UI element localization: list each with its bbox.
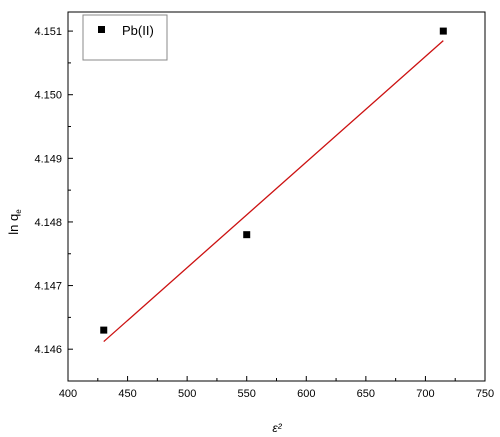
x-tick-label: 500	[178, 388, 196, 400]
x-tick-label: 650	[357, 388, 375, 400]
y-tick-label: 4.147	[34, 281, 62, 293]
y-axis-title: ln qe	[6, 209, 23, 235]
data-point	[243, 231, 251, 239]
plot-area-border	[67, 11, 486, 382]
y-axis-ticks: 4.146 4.147 4.148 4.149 4.150 4.151	[34, 26, 73, 356]
y-axis-title-sub: e	[14, 209, 23, 214]
legend-box	[82, 14, 168, 61]
x-tick-label: 400	[59, 388, 77, 400]
fit-line-group	[103, 40, 444, 343]
x-axis-title: ε²	[272, 421, 282, 435]
y-tick-label: 4.148	[34, 217, 62, 229]
legend-marker-pb	[98, 26, 105, 33]
plot-frame	[67, 11, 486, 382]
y-axis-title-group: ln qe	[6, 209, 23, 235]
legend: Pb(II)	[82, 14, 168, 61]
x-axis-ticks: 400 450 500 550 600 650 700 750	[59, 376, 494, 400]
y-tick-label: 4.146	[34, 344, 62, 356]
data-point	[439, 27, 447, 35]
fit-line	[103, 40, 444, 343]
data-point	[100, 326, 108, 334]
data-points	[100, 27, 447, 334]
x-tick-label: 550	[238, 388, 256, 400]
legend-label-pb: Pb(II)	[122, 23, 154, 38]
x-tick-label: 750	[476, 388, 494, 400]
y-tick-label: 4.150	[34, 90, 62, 102]
x-tick-label: 600	[297, 388, 315, 400]
y-tick-label: 4.149	[34, 153, 62, 165]
x-tick-label: 700	[416, 388, 434, 400]
x-tick-label: 450	[118, 388, 136, 400]
y-axis-title-main: ln q	[6, 214, 21, 235]
y-tick-label: 4.151	[34, 26, 62, 38]
